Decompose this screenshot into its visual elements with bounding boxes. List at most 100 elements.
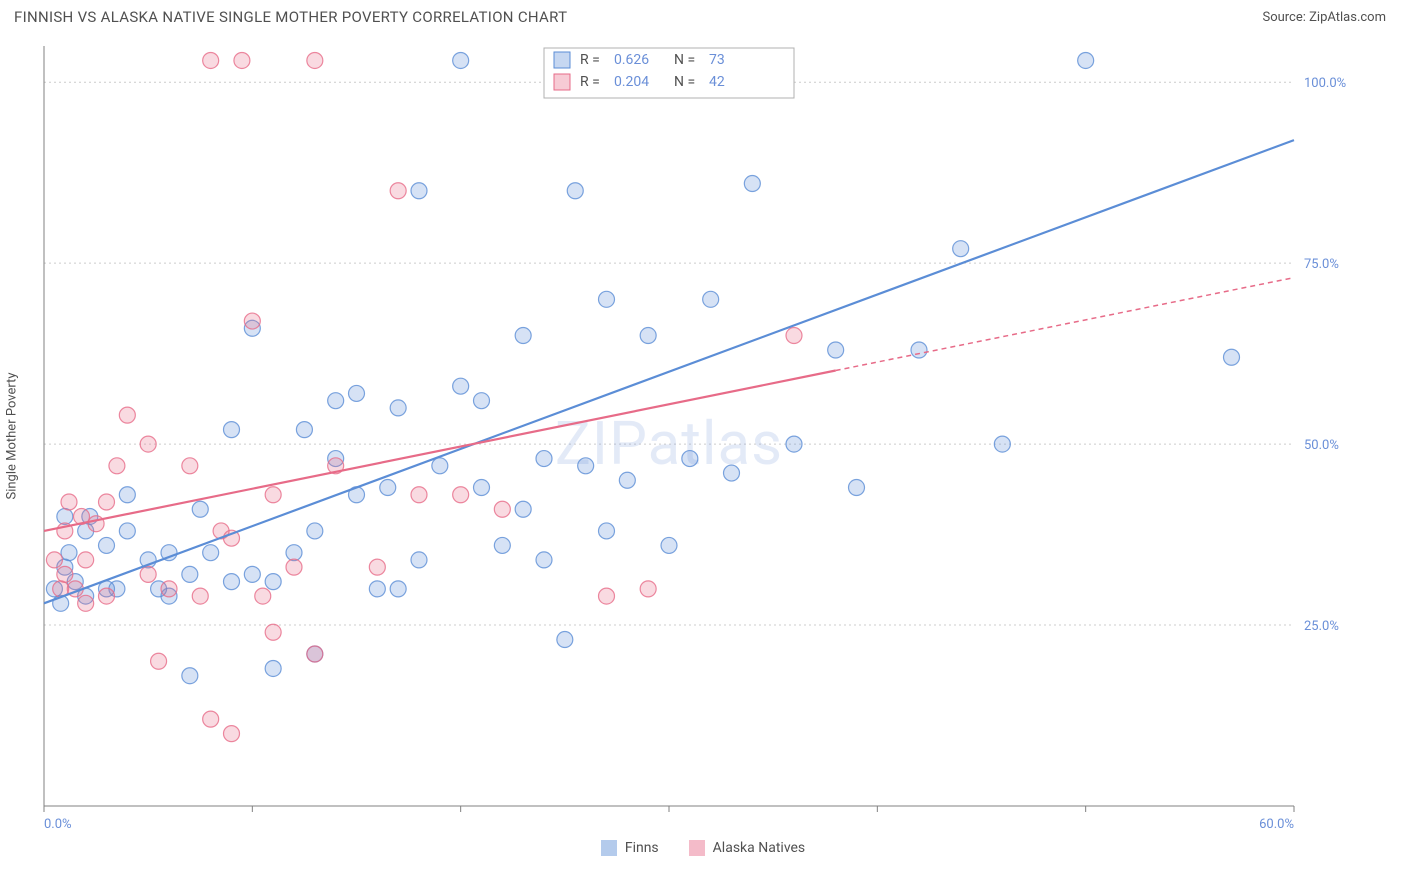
legend-r-value: 0.204 [614, 74, 649, 90]
data-point [328, 393, 344, 409]
data-point [828, 342, 844, 358]
data-point [265, 487, 281, 503]
data-point [99, 588, 115, 604]
data-point [255, 588, 271, 604]
legend-r-label: R = [580, 74, 600, 90]
data-point [61, 545, 77, 561]
data-point [78, 552, 94, 568]
bottom-legend: Finns Alaska Natives [0, 840, 1406, 856]
legend-n-value: 42 [709, 74, 725, 90]
data-point [99, 494, 115, 510]
data-point [349, 385, 365, 401]
legend-swatch-finns [601, 840, 617, 856]
data-point [557, 632, 573, 648]
data-point [661, 537, 677, 553]
data-point [994, 436, 1010, 452]
y-tick-label: 100.0% [1304, 76, 1346, 91]
data-point [182, 458, 198, 474]
data-point [161, 581, 177, 597]
data-point [599, 291, 615, 307]
data-point [192, 588, 208, 604]
data-point [578, 458, 594, 474]
data-point [234, 52, 250, 68]
data-point [703, 291, 719, 307]
data-point [390, 581, 406, 597]
data-point [109, 458, 125, 474]
legend-swatch [554, 52, 570, 68]
data-point [203, 52, 219, 68]
data-point [203, 711, 219, 727]
data-point [536, 552, 552, 568]
data-point [369, 581, 385, 597]
data-point [46, 552, 62, 568]
data-point [1224, 349, 1240, 365]
data-point [119, 523, 135, 539]
data-point [140, 436, 156, 452]
data-point [286, 559, 302, 575]
data-point [432, 458, 448, 474]
y-tick-label: 25.0% [1304, 619, 1339, 634]
data-point [78, 595, 94, 611]
data-point [411, 183, 427, 199]
data-point [88, 516, 104, 532]
legend-item-alaska-natives: Alaska Natives [689, 840, 806, 856]
legend-r-value: 0.626 [614, 52, 649, 68]
data-point [640, 328, 656, 344]
data-point [599, 523, 615, 539]
data-point [474, 480, 490, 496]
data-point [786, 328, 802, 344]
data-point [953, 241, 969, 257]
data-point [203, 545, 219, 561]
chart-source: Source: ZipAtlas.com [1262, 10, 1386, 25]
data-point [640, 581, 656, 597]
data-point [140, 566, 156, 582]
legend-n-value: 73 [709, 52, 725, 68]
data-point [536, 451, 552, 467]
data-point [494, 501, 510, 517]
data-point [494, 537, 510, 553]
data-point [296, 422, 312, 438]
data-point [224, 726, 240, 742]
data-point [192, 501, 208, 517]
data-point [307, 523, 323, 539]
data-point [244, 566, 260, 582]
data-point [286, 545, 302, 561]
data-point [182, 566, 198, 582]
correlation-chart: 25.0%50.0%75.0%100.0%ZIPatlasR =0.626N =… [14, 36, 1374, 836]
data-point [682, 451, 698, 467]
legend-swatch [554, 74, 570, 90]
chart-title: FINNISH VS ALASKA NATIVE SINGLE MOTHER P… [14, 8, 567, 26]
data-point [99, 537, 115, 553]
data-point [599, 588, 615, 604]
data-point [390, 183, 406, 199]
trend-line [44, 140, 1294, 603]
legend-label-finns: Finns [625, 840, 659, 856]
x-max-label: 60.0% [1259, 817, 1294, 832]
data-point [119, 487, 135, 503]
data-point [411, 487, 427, 503]
data-point [224, 574, 240, 590]
legend-swatch-alaska-natives [689, 840, 705, 856]
y-tick-label: 75.0% [1304, 257, 1339, 272]
data-point [744, 176, 760, 192]
data-point [380, 480, 396, 496]
data-point [182, 668, 198, 684]
data-point [265, 660, 281, 676]
data-point [411, 552, 427, 568]
legend-label-alaska-natives: Alaska Natives [713, 840, 806, 856]
data-point [390, 400, 406, 416]
data-point [453, 52, 469, 68]
data-point [151, 653, 167, 669]
y-tick-label: 50.0% [1304, 438, 1339, 453]
data-point [265, 574, 281, 590]
data-point [265, 624, 281, 640]
data-point [786, 436, 802, 452]
data-point [307, 646, 323, 662]
y-axis-label: Single Mother Poverty [5, 372, 20, 499]
data-point [1078, 52, 1094, 68]
data-point [244, 313, 260, 329]
data-point [61, 494, 77, 510]
legend-n-label: N = [674, 52, 695, 68]
data-point [224, 422, 240, 438]
data-point [849, 480, 865, 496]
